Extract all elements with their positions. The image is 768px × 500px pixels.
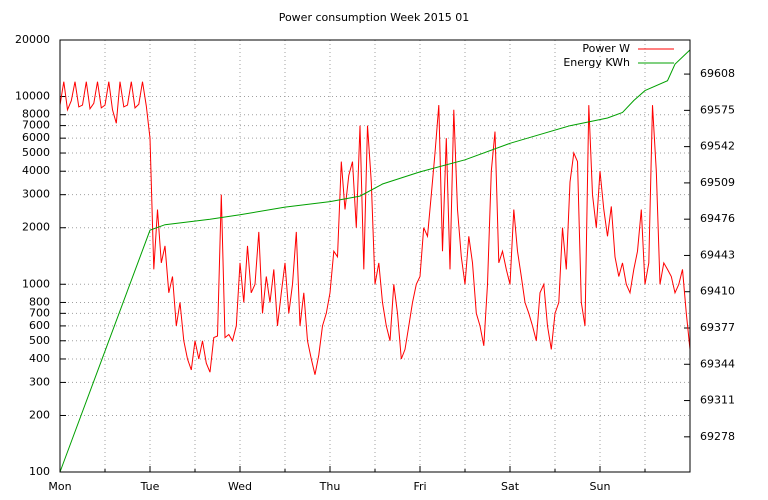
x-tick-label: Mon xyxy=(48,480,71,493)
y2-tick-label: 69311 xyxy=(700,394,735,407)
y-tick-label: 20000 xyxy=(15,33,50,46)
y-tick-label: 300 xyxy=(29,375,50,388)
plot-border xyxy=(59,39,691,473)
y2-tick-label: 69443 xyxy=(700,248,735,261)
y2-tick-label: 69476 xyxy=(700,212,735,225)
y-tick-label: 7000 xyxy=(22,119,50,132)
y2-tick-label: 69377 xyxy=(700,321,735,334)
y2-tick-label: 69344 xyxy=(700,357,735,370)
y-tick-label: 5000 xyxy=(22,146,50,159)
y-tick-label: 400 xyxy=(29,352,50,365)
series-line xyxy=(59,81,691,375)
chart-title: Power consumption Week 2015 01 xyxy=(279,11,470,24)
y2-tick-label: 69278 xyxy=(700,430,735,443)
y-tick-label: 10000 xyxy=(15,90,50,103)
y2-tick-label: 69608 xyxy=(700,67,735,80)
x-tick-label: Sun xyxy=(590,480,611,493)
x-tick-label: Tue xyxy=(140,480,160,493)
y-tick-label: 700 xyxy=(29,306,50,319)
y2-tick-label: 69575 xyxy=(700,103,735,116)
x-tick-label: Thu xyxy=(319,480,341,493)
y-tick-label: 8000 xyxy=(22,108,50,121)
y-tick-label: 600 xyxy=(29,319,50,332)
y-tick-label: 500 xyxy=(29,334,50,347)
legend-label: Power W xyxy=(582,42,630,55)
x-tick-label: Sat xyxy=(501,480,520,493)
y2-tick-label: 69410 xyxy=(700,285,735,298)
x-tick-label: Fri xyxy=(413,480,426,493)
y2-tick-label: 69542 xyxy=(700,140,735,153)
y-tick-label: 800 xyxy=(29,295,50,308)
y-tick-label: 100 xyxy=(29,465,50,478)
x-tick-label: Wed xyxy=(228,480,252,493)
y2-tick-label: 69509 xyxy=(700,176,735,189)
y-tick-label: 6000 xyxy=(22,131,50,144)
y-tick-label: 1000 xyxy=(22,277,50,290)
legend-label: Energy KWh xyxy=(563,56,630,69)
y-tick-label: 200 xyxy=(29,408,50,421)
y-tick-label: 2000 xyxy=(22,221,50,234)
y-tick-label: 3000 xyxy=(22,188,50,201)
series-line xyxy=(59,49,691,473)
y-tick-label: 4000 xyxy=(22,164,50,177)
